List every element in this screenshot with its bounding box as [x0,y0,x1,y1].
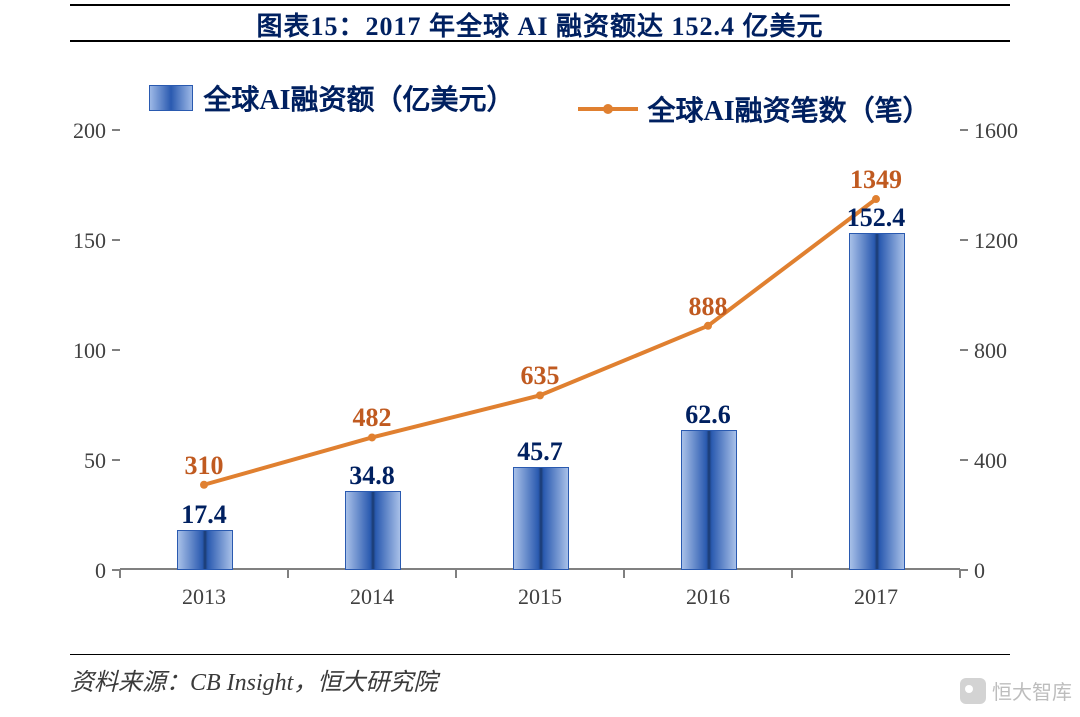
bar-swatch-icon [149,85,193,111]
x-tick [455,570,457,578]
bar [513,467,569,570]
y-left-label: 100 [73,338,106,364]
y-left-tick [112,459,120,461]
y-left-label: 150 [73,228,106,254]
y-right-label: 1600 [974,118,1018,144]
y-right-label: 800 [974,338,1007,364]
line-value-label: 888 [689,292,728,322]
wechat-icon [960,678,986,704]
bar-value-label: 45.7 [517,437,563,467]
line-marker [368,433,376,441]
bar-value-label: 152.4 [847,203,906,233]
x-category-label: 2015 [518,584,562,610]
y-right-tick [960,569,968,571]
line-marker [704,322,712,330]
x-category-label: 2014 [350,584,394,610]
rule-under-title [70,40,1010,42]
bar-value-label: 62.6 [685,400,731,430]
x-tick [959,570,961,578]
y-left-label: 200 [73,118,106,144]
y-left-tick [112,239,120,241]
y-right-label: 0 [974,558,985,584]
rule-above-source [70,654,1010,655]
source-text: 资料来源：CB Insight，恒大研究院 [70,662,437,697]
y-right-label: 400 [974,448,1007,474]
x-category-label: 2016 [686,584,730,610]
chart-title: 图表15：2017 年全球 AI 融资额达 152.4 亿美元 [0,6,1080,43]
line-swatch-icon [578,107,638,111]
plot-area: 0501001502000400800120016002013201420152… [120,130,960,570]
line-value-label: 482 [353,403,392,433]
y-right-tick [960,459,968,461]
y-left-label: 0 [95,558,106,584]
x-tick [119,570,121,578]
watermark-text: 恒大智库 [992,676,1072,705]
line-value-label: 310 [185,451,224,481]
y-right-tick [960,349,968,351]
y-left-tick [112,129,120,131]
bar [681,430,737,570]
y-left-tick [112,349,120,351]
bar-value-label: 34.8 [349,461,395,491]
line-marker [200,481,208,489]
legend-item-line: 全球AI融资笔数（笔） [578,89,931,129]
legend: 全球AI融资额（亿美元） 全球AI融资笔数（笔） [0,78,1080,129]
bar [345,491,401,570]
y-right-label: 1200 [974,228,1018,254]
bar [849,233,905,570]
x-tick [287,570,289,578]
line-value-label: 1349 [850,165,902,195]
watermark: 恒大智库 [960,676,1072,705]
y-right-tick [960,129,968,131]
x-category-label: 2017 [854,584,898,610]
bar-value-label: 17.4 [181,500,227,530]
x-tick [791,570,793,578]
x-tick [623,570,625,578]
y-right-tick [960,239,968,241]
x-category-label: 2013 [182,584,226,610]
legend-line-label: 全球AI融资笔数（笔） [648,89,931,129]
y-left-label: 50 [84,448,106,474]
legend-item-bar: 全球AI融资额（亿美元） [149,78,514,118]
bar [177,530,233,570]
legend-bar-label: 全球AI融资额（亿美元） [203,78,514,118]
line-value-label: 635 [521,361,560,391]
line-marker [536,391,544,399]
